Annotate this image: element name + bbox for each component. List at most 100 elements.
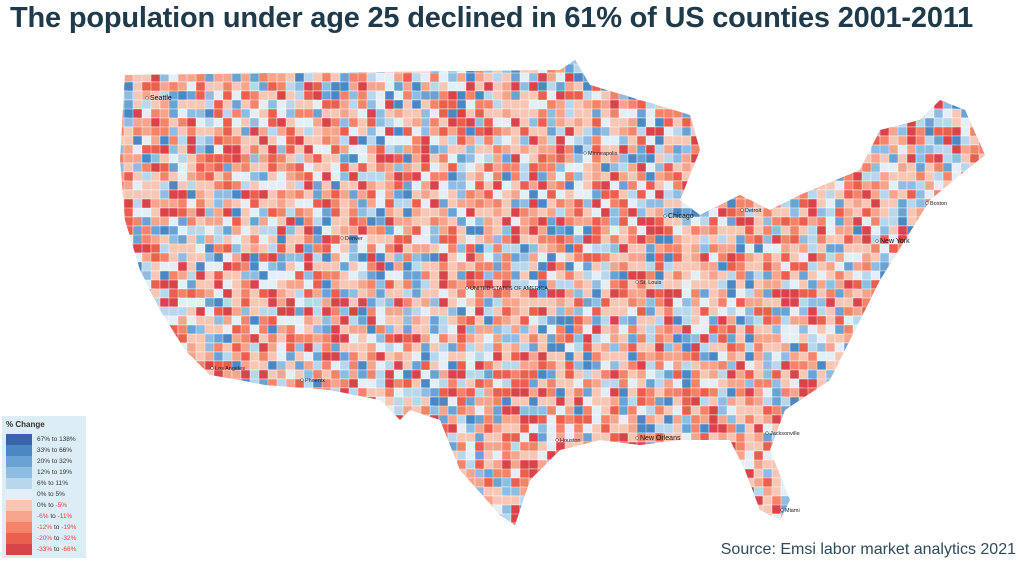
county-cell xyxy=(141,216,152,227)
county-cell xyxy=(942,504,957,520)
county-cell xyxy=(762,216,773,227)
county-cell xyxy=(546,234,557,245)
county-cell xyxy=(519,90,530,101)
county-cell xyxy=(168,63,183,74)
county-cell xyxy=(294,171,305,182)
county-cell xyxy=(204,108,215,119)
county-cell xyxy=(555,90,566,101)
county-cell xyxy=(123,405,142,416)
county-cell xyxy=(231,414,246,425)
county-cell xyxy=(429,450,440,466)
county-cell xyxy=(726,144,745,160)
county-cell xyxy=(627,261,638,272)
county-cell xyxy=(942,405,953,416)
county-cell xyxy=(267,405,282,416)
county-cell xyxy=(834,81,845,92)
county-cell xyxy=(168,351,187,362)
county-cell xyxy=(852,60,867,65)
county-cell xyxy=(933,81,952,97)
county-cell xyxy=(393,459,404,470)
county-cell xyxy=(411,504,426,520)
county-cell xyxy=(150,504,165,515)
county-cell xyxy=(906,243,917,254)
county-cell xyxy=(357,432,376,443)
county-cell xyxy=(384,504,403,515)
county-cell xyxy=(708,459,727,475)
county-cell xyxy=(195,468,214,479)
county-cell xyxy=(726,81,737,92)
county-cell xyxy=(375,396,386,407)
county-cell xyxy=(195,405,210,416)
county-cell xyxy=(699,234,710,245)
county-cell xyxy=(798,216,809,227)
county-cell xyxy=(393,270,404,281)
county-cell xyxy=(807,486,826,502)
county-cell xyxy=(825,441,844,457)
county-cell xyxy=(366,423,385,434)
county-cell xyxy=(204,60,223,70)
county-cell xyxy=(420,441,431,457)
county-cell xyxy=(231,495,246,511)
county-cell xyxy=(258,486,269,502)
county-cell xyxy=(492,162,503,173)
county-cell xyxy=(879,99,898,110)
county-cell xyxy=(366,450,381,466)
county-cell xyxy=(852,315,867,326)
county-cell xyxy=(717,81,736,97)
county-cell xyxy=(348,396,363,407)
county-cell xyxy=(915,315,926,326)
county-cell xyxy=(312,450,327,466)
county-cell xyxy=(582,72,601,83)
county-cell xyxy=(825,189,836,200)
county-cell xyxy=(231,450,250,461)
county-cell xyxy=(978,108,985,119)
county-cell xyxy=(267,504,278,515)
county-cell xyxy=(609,468,624,479)
county-cell xyxy=(276,495,291,511)
county-cell xyxy=(240,387,251,403)
county-cell xyxy=(798,360,809,371)
county-cell xyxy=(834,432,853,443)
county-cell xyxy=(411,60,422,70)
county-cell xyxy=(897,207,908,218)
county-cell xyxy=(888,171,899,182)
county-cell xyxy=(537,432,548,443)
county-cell xyxy=(753,72,764,88)
county-cell xyxy=(888,495,899,511)
county-cell xyxy=(825,405,840,421)
county-cell xyxy=(681,117,692,128)
county-cell xyxy=(951,207,962,223)
county-cell xyxy=(798,459,813,475)
county-cell xyxy=(861,468,876,479)
county-cell xyxy=(843,468,854,479)
county-cell xyxy=(699,306,710,317)
county-cell xyxy=(771,486,782,497)
county-cell xyxy=(951,369,962,385)
county-cell xyxy=(807,414,818,430)
county-cell xyxy=(744,81,755,97)
county-cell xyxy=(897,324,908,340)
county-cell xyxy=(690,315,701,326)
county-cell xyxy=(816,99,827,115)
county-cell xyxy=(960,180,979,191)
county-cell xyxy=(240,504,251,515)
county-cell xyxy=(132,279,143,295)
county-cell xyxy=(663,342,674,353)
county-cell xyxy=(708,144,727,160)
county-cell xyxy=(906,288,917,299)
county-cell xyxy=(231,504,242,520)
county-cell xyxy=(150,60,169,65)
county-cell xyxy=(879,342,898,358)
county-cell xyxy=(150,441,165,457)
county-cell xyxy=(663,360,674,371)
county-cell xyxy=(150,342,169,358)
county-cell xyxy=(988,442,1005,451)
county-cell xyxy=(906,387,917,398)
county-cell xyxy=(366,432,385,448)
county-cell xyxy=(933,342,952,353)
county-cell xyxy=(978,369,985,385)
county-cell xyxy=(474,81,485,92)
county-cell xyxy=(240,486,251,497)
county-cell xyxy=(906,333,921,349)
county-cell xyxy=(312,423,331,434)
